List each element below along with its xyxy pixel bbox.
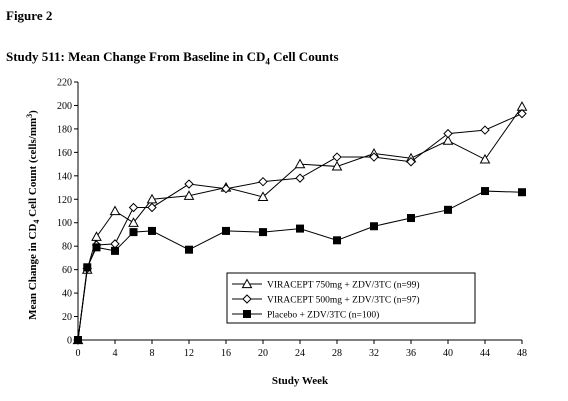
x-axis-label: Study Week (272, 375, 329, 387)
x-tick-label: 16 (221, 348, 231, 359)
y-axis-label-close: ) (27, 110, 39, 114)
series-1-point (331, 160, 343, 171)
legend-swatch-marker (241, 278, 253, 289)
series-2-point (406, 157, 416, 167)
x-tick-label: 20 (258, 348, 268, 359)
series-3-point (129, 228, 138, 237)
series-3-point (148, 226, 156, 235)
legend-item-1: VIRACEPT 750mg + ZDV/3TC (n=99) (232, 278, 420, 291)
y-tick-label: 180 (57, 124, 72, 135)
series-3-line (77, 190, 523, 341)
y-tick-label: 80 (62, 242, 72, 253)
series-2-point (184, 179, 194, 189)
series-1-point (479, 153, 491, 164)
x-tick-label: 0 (76, 348, 81, 359)
series-1-point (91, 231, 102, 241)
series-layer (72, 101, 528, 345)
legend-item-2: VIRACEPT 500mg + ZDV/3TC (n=97) (232, 294, 420, 306)
series-1-line (77, 106, 523, 341)
series-1-point (109, 205, 121, 216)
y-axis-label-main: Mean Change in CD (27, 224, 39, 320)
y-axis-label-superscript: 3 (25, 114, 34, 118)
y-axis-label: Mean Change in CD4 Cell Count (cells/mm3… (25, 110, 41, 320)
legend-label: VIRACEPT 750mg + ZDV/3TC (n=99) (267, 280, 420, 291)
series-3-point (407, 214, 415, 223)
series-3-point (444, 205, 452, 214)
legend-swatch-marker (243, 310, 251, 318)
series-3-point (296, 224, 304, 233)
y-tick-label: 160 (57, 148, 72, 159)
y-tick-label: 200 (57, 101, 72, 112)
series-1-point (257, 191, 269, 202)
series-3-point (259, 228, 267, 237)
y-tick-label: 60 (62, 265, 72, 276)
series-1-point (442, 135, 454, 145)
legend-swatch-marker (242, 294, 252, 304)
series-2-point (295, 173, 305, 183)
series-2-point (517, 108, 527, 119)
series-1-point (183, 190, 195, 200)
series-3-point (222, 226, 230, 235)
series-2-point (443, 128, 453, 139)
chart-title-main: Study 511: Mean Change From Baseline in … (6, 49, 266, 64)
y-tick-label: 20 (62, 312, 72, 323)
series-3-point (518, 188, 526, 197)
series-1-point (294, 158, 306, 169)
series-3-point (92, 243, 101, 252)
series-3-point (111, 246, 119, 255)
chart-title-subscript: 4 (265, 56, 270, 67)
x-tick-label: 32 (369, 348, 379, 359)
legend-item-3: Placebo + ZDV/3TC (n=100) (232, 310, 379, 321)
series-2-point (480, 125, 490, 135)
x-tick-label: 40 (443, 348, 453, 359)
series-3-point (83, 263, 92, 272)
x-tick-label: 8 (150, 348, 155, 359)
y-axis-label-subscript: 4 (32, 220, 41, 224)
x-tick-label: 48 (517, 348, 527, 359)
series-2-point (128, 202, 139, 213)
series-3-point (481, 187, 489, 196)
series-2-line (77, 113, 523, 341)
series-2-point (147, 202, 157, 213)
series-2-point (258, 176, 268, 187)
series-2-point (332, 152, 342, 162)
x-tick-label: 36 (406, 348, 416, 359)
series-2-point (221, 184, 231, 194)
x-tick-label: 12 (184, 348, 194, 359)
series-2-point (369, 152, 379, 162)
y-axis-ticks: 0 20 40 60 80 100 120 140 160 180 200 220 (57, 78, 78, 347)
x-tick-label: 24 (295, 348, 305, 359)
y-tick-label: 100 (57, 218, 72, 229)
legend-label: VIRACEPT 500mg + ZDV/3TC (n=97) (267, 295, 420, 306)
legend-items: VIRACEPT 750mg + ZDV/3TC (n=99) VIRACEPT … (232, 278, 420, 321)
x-tick-label: 4 (113, 348, 118, 359)
chart-title-tail: Cell Counts (269, 49, 339, 64)
x-tick-label: 44 (480, 348, 490, 359)
legend: VIRACEPT 750mg + ZDV/3TC (n=99) VIRACEPT … (226, 272, 476, 324)
legend-box (226, 272, 476, 324)
y-tick-label: 140 (57, 171, 72, 182)
series-3-point (370, 222, 378, 231)
series-2-point (110, 239, 120, 249)
series-1-point (128, 217, 139, 227)
chart-title: Study 511: Mean Change From Baseline in … (6, 49, 339, 67)
x-tick-label: 28 (332, 348, 342, 359)
y-tick-label: 220 (57, 78, 72, 89)
figure-label: Figure 2 (6, 8, 53, 23)
series-3-point (185, 245, 193, 254)
y-tick-label: 0 (67, 336, 72, 347)
y-axis-label-tail: Cell Count (cells/mm (27, 118, 39, 220)
x-axis-ticks: 0 4 8 12 16 20 24 28 32 36 40 44 48 (76, 340, 527, 359)
y-tick-label: 40 (62, 289, 72, 300)
y-tick-label: 120 (57, 195, 72, 206)
series-3-point (333, 236, 341, 245)
legend-label: Placebo + ZDV/3TC (n=100) (267, 310, 379, 321)
